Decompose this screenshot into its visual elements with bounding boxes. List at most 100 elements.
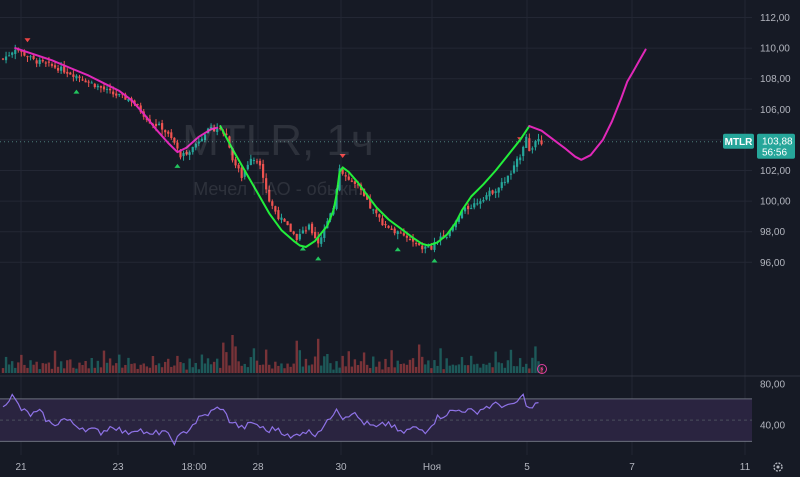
candle[interactable]	[353, 181, 356, 184]
candle[interactable]	[23, 51, 26, 56]
candle[interactable]	[47, 61, 50, 63]
candle[interactable]	[11, 52, 14, 55]
candle[interactable]	[115, 93, 118, 96]
candle[interactable]	[512, 165, 516, 173]
candle[interactable]	[185, 151, 188, 155]
candle[interactable]	[213, 127, 216, 132]
candle[interactable]	[209, 127, 213, 129]
candle[interactable]	[50, 64, 54, 66]
candle[interactable]	[277, 210, 280, 220]
candle[interactable]	[304, 230, 308, 232]
candle[interactable]	[399, 232, 402, 234]
candle[interactable]	[528, 138, 531, 152]
candle[interactable]	[14, 49, 17, 54]
candle[interactable]	[84, 80, 87, 83]
candle[interactable]	[540, 140, 543, 145]
candle[interactable]	[265, 178, 268, 190]
candle[interactable]	[519, 157, 522, 161]
candle[interactable]	[66, 71, 69, 74]
candle[interactable]	[482, 199, 485, 202]
candle[interactable]	[408, 238, 412, 240]
candle[interactable]	[494, 191, 497, 193]
candle[interactable]	[118, 93, 121, 95]
candle[interactable]	[81, 79, 84, 81]
candle[interactable]	[411, 237, 415, 242]
candle[interactable]	[109, 88, 112, 91]
candle[interactable]	[537, 138, 540, 142]
candle[interactable]	[479, 201, 482, 204]
candle[interactable]	[418, 243, 421, 246]
candle[interactable]	[415, 243, 418, 245]
candle[interactable]	[255, 161, 259, 163]
candle[interactable]	[188, 152, 191, 155]
candle[interactable]	[292, 231, 295, 234]
candle[interactable]	[1, 58, 5, 60]
candle[interactable]	[280, 217, 283, 220]
candle[interactable]	[69, 72, 72, 75]
candle[interactable]	[372, 209, 375, 211]
candle[interactable]	[4, 56, 8, 61]
candle[interactable]	[457, 216, 461, 222]
candle[interactable]	[310, 223, 314, 234]
candle[interactable]	[78, 76, 81, 78]
candle[interactable]	[197, 141, 200, 144]
candle[interactable]	[470, 208, 473, 210]
gear-icon[interactable]	[773, 462, 783, 472]
candle[interactable]	[182, 153, 185, 157]
candle[interactable]	[375, 209, 378, 214]
candle[interactable]	[136, 104, 139, 106]
candle[interactable]	[35, 60, 38, 64]
candle[interactable]	[231, 148, 234, 161]
candle[interactable]	[366, 194, 369, 200]
candle[interactable]	[460, 211, 464, 219]
candle[interactable]	[301, 230, 304, 234]
candle[interactable]	[243, 170, 246, 177]
candle[interactable]	[467, 205, 470, 210]
candle[interactable]	[320, 237, 323, 244]
candle[interactable]	[289, 223, 292, 232]
candle[interactable]	[237, 164, 240, 169]
candle[interactable]	[41, 59, 44, 62]
candle[interactable]	[194, 143, 197, 148]
candle[interactable]	[99, 86, 103, 88]
candle[interactable]	[323, 228, 326, 238]
candle[interactable]	[500, 182, 503, 189]
candle[interactable]	[157, 123, 161, 126]
candle[interactable]	[44, 62, 47, 64]
candle[interactable]	[191, 146, 194, 153]
candle[interactable]	[274, 206, 277, 212]
candle[interactable]	[154, 123, 158, 127]
candle[interactable]	[445, 236, 448, 238]
candle[interactable]	[90, 82, 93, 84]
candle[interactable]	[427, 246, 430, 248]
candle[interactable]	[258, 160, 262, 166]
candle[interactable]	[488, 190, 491, 197]
candle[interactable]	[63, 65, 66, 73]
candle[interactable]	[387, 225, 390, 228]
candle[interactable]	[369, 199, 372, 209]
candle[interactable]	[485, 195, 488, 200]
candle[interactable]	[433, 242, 436, 250]
candle[interactable]	[439, 236, 442, 241]
candle[interactable]	[503, 181, 506, 183]
candle[interactable]	[246, 164, 249, 170]
candle[interactable]	[105, 88, 109, 90]
candle[interactable]	[38, 59, 41, 65]
candle[interactable]	[390, 228, 393, 230]
candle[interactable]	[262, 164, 265, 178]
candle[interactable]	[283, 218, 286, 222]
candle[interactable]	[216, 128, 219, 132]
candle[interactable]	[225, 133, 228, 136]
candle[interactable]	[139, 105, 142, 113]
candle[interactable]	[87, 81, 90, 83]
candle[interactable]	[531, 148, 534, 150]
candle[interactable]	[96, 85, 99, 88]
candle[interactable]	[347, 176, 350, 180]
candle[interactable]	[497, 187, 500, 193]
candle[interactable]	[317, 237, 320, 244]
candle[interactable]	[93, 83, 96, 88]
candle[interactable]	[405, 235, 409, 238]
candle[interactable]	[534, 141, 537, 148]
candle[interactable]	[167, 131, 170, 134]
candle[interactable]	[203, 134, 207, 141]
